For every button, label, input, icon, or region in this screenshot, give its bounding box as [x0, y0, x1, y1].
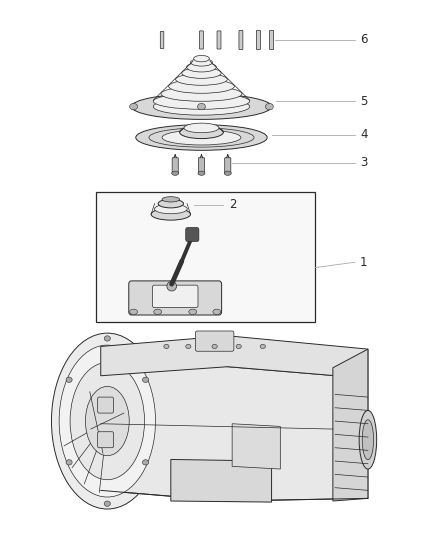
Ellipse shape [130, 309, 138, 314]
FancyBboxPatch shape [129, 281, 222, 315]
Ellipse shape [162, 130, 241, 145]
Ellipse shape [131, 94, 272, 119]
FancyBboxPatch shape [217, 31, 221, 49]
Polygon shape [333, 349, 368, 501]
FancyBboxPatch shape [225, 158, 231, 174]
Ellipse shape [164, 344, 169, 349]
Ellipse shape [70, 362, 145, 480]
Ellipse shape [85, 386, 129, 456]
Text: 5: 5 [360, 95, 367, 108]
Ellipse shape [194, 55, 209, 62]
Ellipse shape [362, 420, 374, 459]
Ellipse shape [236, 344, 241, 349]
Ellipse shape [153, 93, 250, 109]
Ellipse shape [212, 344, 217, 349]
Ellipse shape [52, 333, 163, 509]
Ellipse shape [142, 459, 148, 465]
Ellipse shape [189, 309, 197, 314]
Ellipse shape [213, 309, 221, 314]
Ellipse shape [59, 345, 155, 497]
FancyBboxPatch shape [239, 30, 243, 50]
Ellipse shape [136, 125, 267, 150]
Text: 1: 1 [360, 256, 367, 269]
FancyBboxPatch shape [96, 192, 315, 322]
Ellipse shape [154, 204, 187, 214]
Ellipse shape [182, 68, 221, 78]
Ellipse shape [153, 98, 250, 115]
FancyBboxPatch shape [200, 31, 203, 49]
Ellipse shape [191, 59, 212, 66]
FancyBboxPatch shape [195, 331, 234, 351]
Text: 2: 2 [229, 198, 236, 211]
Ellipse shape [154, 309, 162, 314]
Ellipse shape [104, 336, 110, 341]
Ellipse shape [198, 171, 205, 175]
FancyBboxPatch shape [186, 228, 199, 241]
Ellipse shape [151, 208, 191, 220]
Ellipse shape [180, 126, 223, 139]
FancyBboxPatch shape [172, 158, 178, 174]
Ellipse shape [260, 344, 265, 349]
Ellipse shape [66, 377, 72, 383]
FancyBboxPatch shape [257, 30, 260, 50]
FancyBboxPatch shape [98, 397, 113, 413]
Polygon shape [101, 336, 368, 378]
Polygon shape [101, 346, 368, 501]
FancyBboxPatch shape [160, 31, 164, 49]
Ellipse shape [66, 459, 72, 465]
FancyBboxPatch shape [269, 30, 273, 50]
Ellipse shape [186, 344, 191, 349]
Ellipse shape [158, 199, 184, 208]
Text: 3: 3 [360, 156, 367, 169]
Polygon shape [171, 459, 272, 502]
Text: 6: 6 [360, 34, 367, 46]
Ellipse shape [198, 103, 205, 110]
Ellipse shape [142, 377, 148, 383]
Ellipse shape [184, 123, 219, 133]
Ellipse shape [224, 171, 231, 175]
Ellipse shape [130, 103, 138, 110]
Polygon shape [232, 424, 280, 469]
Ellipse shape [172, 171, 179, 175]
Ellipse shape [265, 103, 273, 110]
FancyBboxPatch shape [98, 432, 113, 448]
Ellipse shape [176, 74, 227, 85]
Ellipse shape [167, 281, 177, 291]
Ellipse shape [161, 86, 242, 101]
Text: 4: 4 [360, 128, 367, 141]
Ellipse shape [169, 79, 234, 93]
FancyBboxPatch shape [152, 285, 198, 308]
FancyBboxPatch shape [198, 158, 205, 174]
Ellipse shape [187, 62, 216, 72]
Ellipse shape [359, 410, 377, 469]
Ellipse shape [162, 197, 180, 202]
Ellipse shape [104, 501, 110, 506]
